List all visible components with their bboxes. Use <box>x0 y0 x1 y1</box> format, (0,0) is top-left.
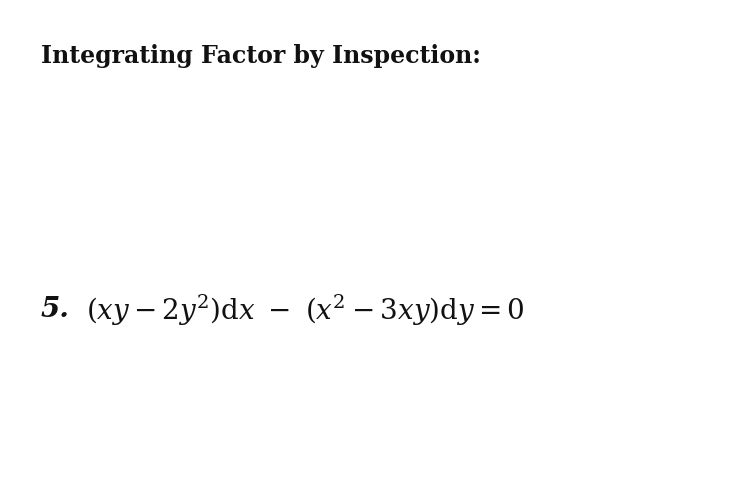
Text: 5.: 5. <box>41 297 70 323</box>
Text: Integrating Factor by Inspection:: Integrating Factor by Inspection: <box>41 44 481 68</box>
Text: $(xy - 2y^2)\mathrm{d}x\ -\ (x^2 - 3xy)\mathrm{d}y = 0$: $(xy - 2y^2)\mathrm{d}x\ -\ (x^2 - 3xy)\… <box>86 292 525 328</box>
